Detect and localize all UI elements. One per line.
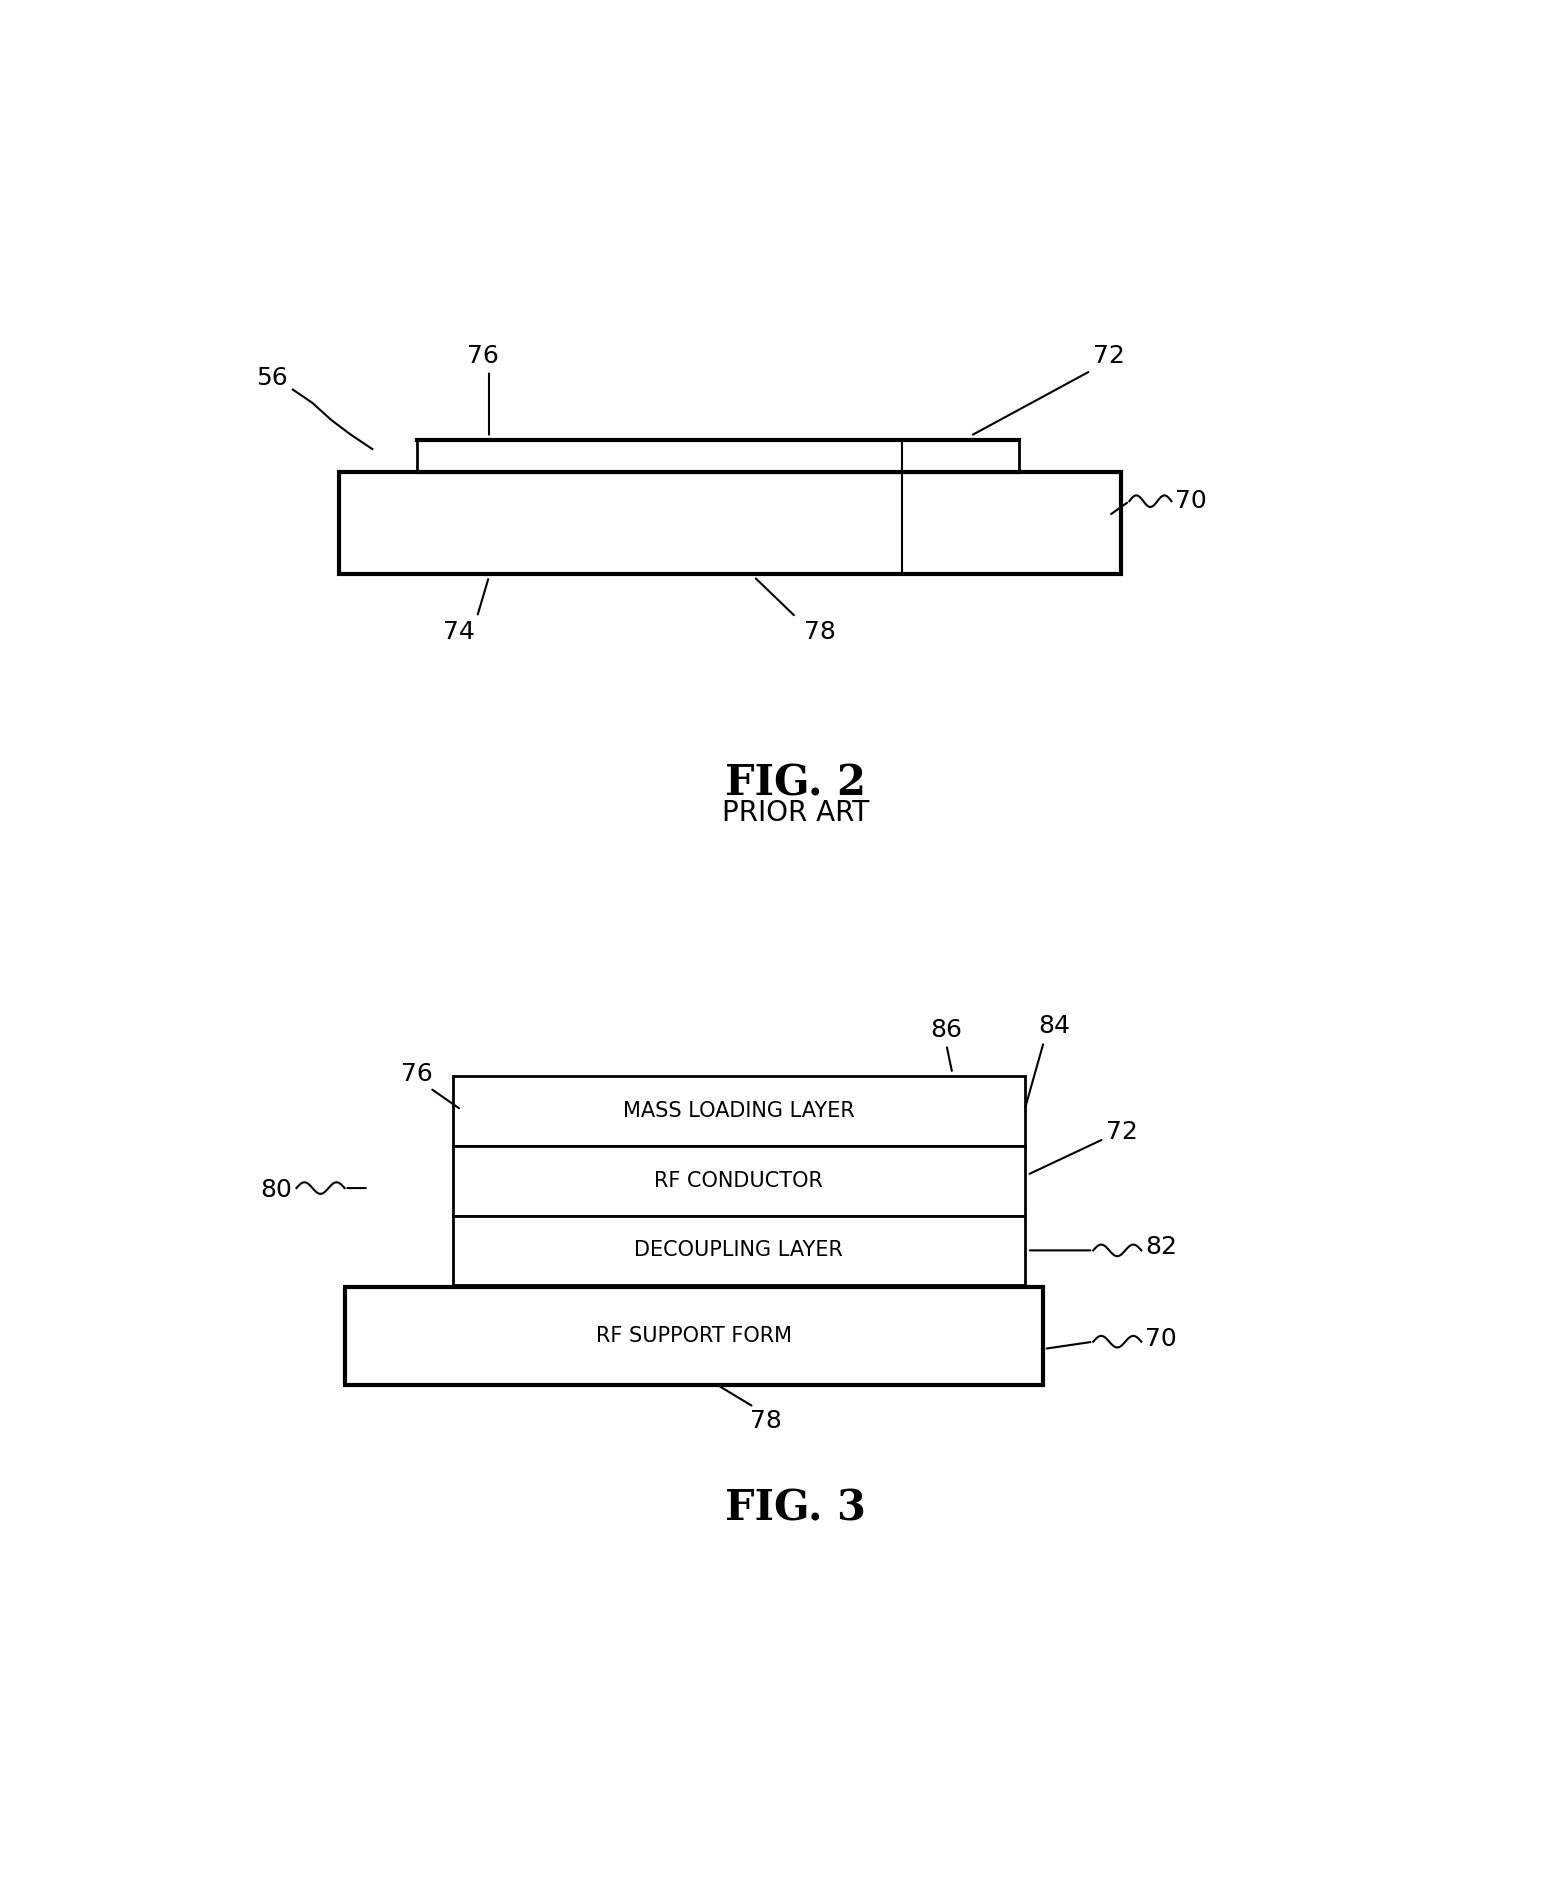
Text: 82: 82 [1145, 1235, 1177, 1259]
Text: FIG. 2: FIG. 2 [725, 762, 867, 805]
Text: 76: 76 [401, 1061, 433, 1086]
Text: 72: 72 [1106, 1120, 1138, 1144]
Text: MASS LOADING LAYER: MASS LOADING LAYER [623, 1101, 854, 1122]
Text: 78: 78 [804, 619, 836, 644]
Text: PRIOR ART: PRIOR ART [722, 798, 870, 826]
Text: RF SUPPORT FORM: RF SUPPORT FORM [596, 1327, 792, 1346]
Text: 70: 70 [1145, 1327, 1177, 1351]
Bar [453, 1077, 1025, 1146]
Text: 80: 80 [259, 1178, 292, 1201]
Text: 84: 84 [1039, 1014, 1070, 1037]
Text: 76: 76 [467, 344, 499, 369]
Bar [345, 1287, 1042, 1385]
Text: 72: 72 [1093, 344, 1124, 369]
Text: 86: 86 [930, 1018, 963, 1043]
Text: DECOUPLING LAYER: DECOUPLING LAYER [634, 1240, 843, 1261]
Text: 74: 74 [443, 619, 475, 644]
Bar [453, 1216, 1025, 1285]
Text: 70: 70 [1176, 489, 1207, 514]
Text: RF CONDUCTOR: RF CONDUCTOR [654, 1171, 823, 1191]
Bar [453, 1146, 1025, 1216]
Text: 78: 78 [750, 1410, 781, 1434]
Text: 56: 56 [256, 365, 289, 390]
Bar [339, 472, 1121, 574]
Bar [416, 440, 1019, 472]
Text: FIG. 3: FIG. 3 [725, 1487, 867, 1530]
